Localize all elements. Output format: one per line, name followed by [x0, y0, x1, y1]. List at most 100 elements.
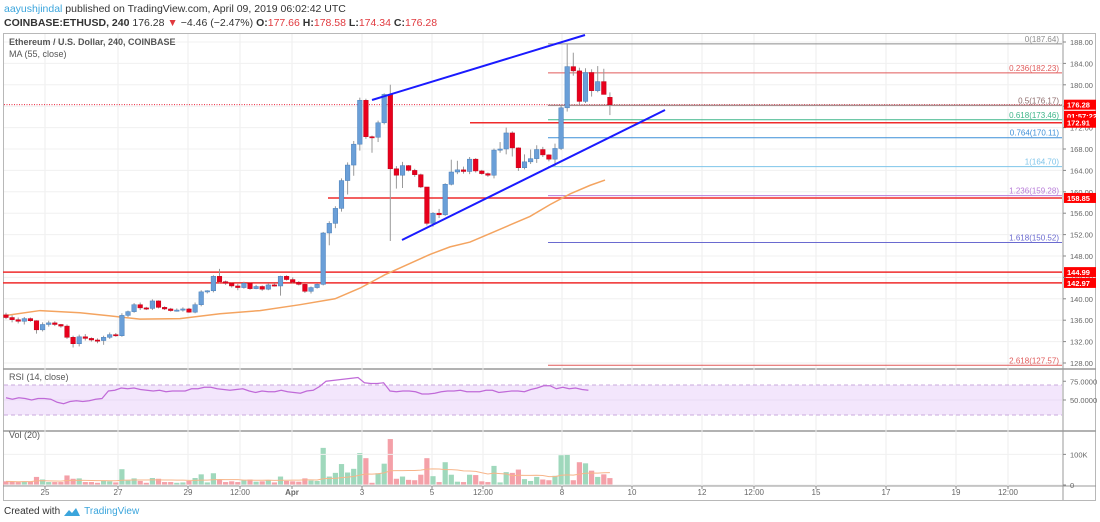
candle-body	[595, 81, 601, 91]
candle-body	[277, 276, 284, 287]
author-link[interactable]: aayushjindal	[4, 3, 63, 15]
volume-bar	[424, 458, 430, 485]
candle-body	[143, 307, 149, 310]
volume-bar	[296, 481, 302, 485]
price-label-text: 158.85	[1067, 194, 1090, 203]
candle-body	[436, 212, 442, 216]
volume-bar	[9, 481, 15, 485]
volume-bar	[277, 476, 284, 485]
price-label-text: 01:57:22	[1067, 112, 1097, 121]
time-tick-label: 8	[560, 488, 565, 497]
rsi-tick-label: 50.0000	[1070, 396, 1097, 405]
candle-body	[381, 94, 387, 124]
volume-bar	[375, 473, 381, 485]
volume-bar	[442, 462, 448, 485]
price-tick-label: 188.00	[1070, 38, 1093, 47]
candle-body	[21, 318, 27, 322]
candle-body	[540, 149, 546, 156]
candle-body	[162, 307, 168, 310]
ma-legend: MA (55, close)	[9, 49, 67, 59]
volume-bar	[460, 482, 467, 485]
volume-bar	[607, 478, 613, 485]
candle-body	[174, 309, 180, 312]
volume-bar	[534, 476, 540, 485]
candle-body	[210, 276, 216, 292]
volume-bar	[357, 453, 363, 485]
volume-bar	[149, 478, 155, 485]
candle-body	[82, 336, 88, 339]
candle-body	[290, 279, 296, 283]
candle-body	[302, 284, 308, 292]
time-tick-label: 29	[184, 488, 193, 497]
volume-bar	[448, 474, 454, 485]
volume-bar	[570, 480, 576, 485]
candle-body	[70, 337, 76, 344]
footer: Created with TradingView	[4, 506, 139, 517]
candle-body	[27, 318, 33, 321]
time-tick-label: 3	[360, 488, 365, 497]
fib-level-label: 1(164.70)	[1025, 158, 1060, 167]
volume-bar	[412, 480, 418, 485]
volume-bar	[247, 479, 253, 485]
candle-body	[332, 208, 338, 224]
candle-body	[52, 322, 58, 325]
trendline	[371, 34, 586, 101]
volume-bar	[46, 482, 52, 485]
price-label-box	[1064, 192, 1096, 203]
candle-body	[149, 300, 155, 309]
volume-bar	[363, 458, 369, 485]
candle-body	[131, 304, 137, 312]
open-label: O:	[256, 17, 268, 29]
price-label-box	[1064, 99, 1096, 110]
candle-body	[479, 170, 485, 174]
time-tick-label: 10	[628, 488, 637, 497]
candle-body	[168, 308, 174, 311]
candle-body	[607, 97, 613, 105]
volume-bar	[399, 476, 406, 485]
price-tick-label: 144.00	[1070, 273, 1093, 282]
volume-bar	[558, 455, 564, 485]
time-tick-label: 15	[812, 488, 821, 497]
candle-body	[363, 100, 369, 137]
time-tick-label: 12:00	[998, 488, 1019, 497]
volume-bar	[473, 475, 479, 485]
volume-bar	[21, 481, 27, 485]
volume-bar	[418, 474, 424, 485]
candle-body	[64, 325, 70, 338]
volume-bar	[308, 480, 314, 485]
time-tick-label: 17	[882, 488, 891, 497]
time-tick-label: 19	[952, 488, 961, 497]
volume-bar	[125, 480, 131, 485]
candle-body	[314, 284, 320, 288]
high-label: H:	[302, 17, 314, 29]
candle-body	[229, 283, 235, 287]
price-tick-label: 164.00	[1070, 166, 1093, 175]
volume-bar	[314, 480, 320, 485]
candle-body	[94, 339, 101, 342]
candle-body	[497, 148, 503, 151]
price-tick-label: 184.00	[1070, 59, 1093, 68]
candle-body	[216, 276, 223, 282]
candle-body	[521, 161, 528, 168]
candle-body	[418, 174, 424, 188]
price-tick-label: 156.00	[1070, 209, 1093, 218]
volume-bar	[143, 482, 149, 485]
rsi-legend: RSI (14, close)	[9, 372, 69, 382]
vol-legend: Vol (20)	[9, 430, 41, 440]
candle-body	[375, 122, 381, 138]
price-tick-label: 136.00	[1070, 316, 1093, 325]
candle-body	[180, 308, 186, 311]
tradingview-brand-link[interactable]: TradingView	[84, 506, 140, 517]
volume-bar	[223, 482, 229, 485]
low-label: L:	[348, 17, 359, 29]
volume-bar	[546, 480, 552, 485]
tradingview-logo-icon	[64, 507, 81, 516]
volume-bar	[27, 481, 33, 485]
volume-bar	[204, 482, 210, 485]
candle-body	[369, 136, 375, 139]
volume-bar	[180, 482, 186, 485]
volume-bar	[381, 463, 387, 485]
price-tick-label: 148.00	[1070, 252, 1093, 261]
volume-bar	[70, 478, 76, 485]
